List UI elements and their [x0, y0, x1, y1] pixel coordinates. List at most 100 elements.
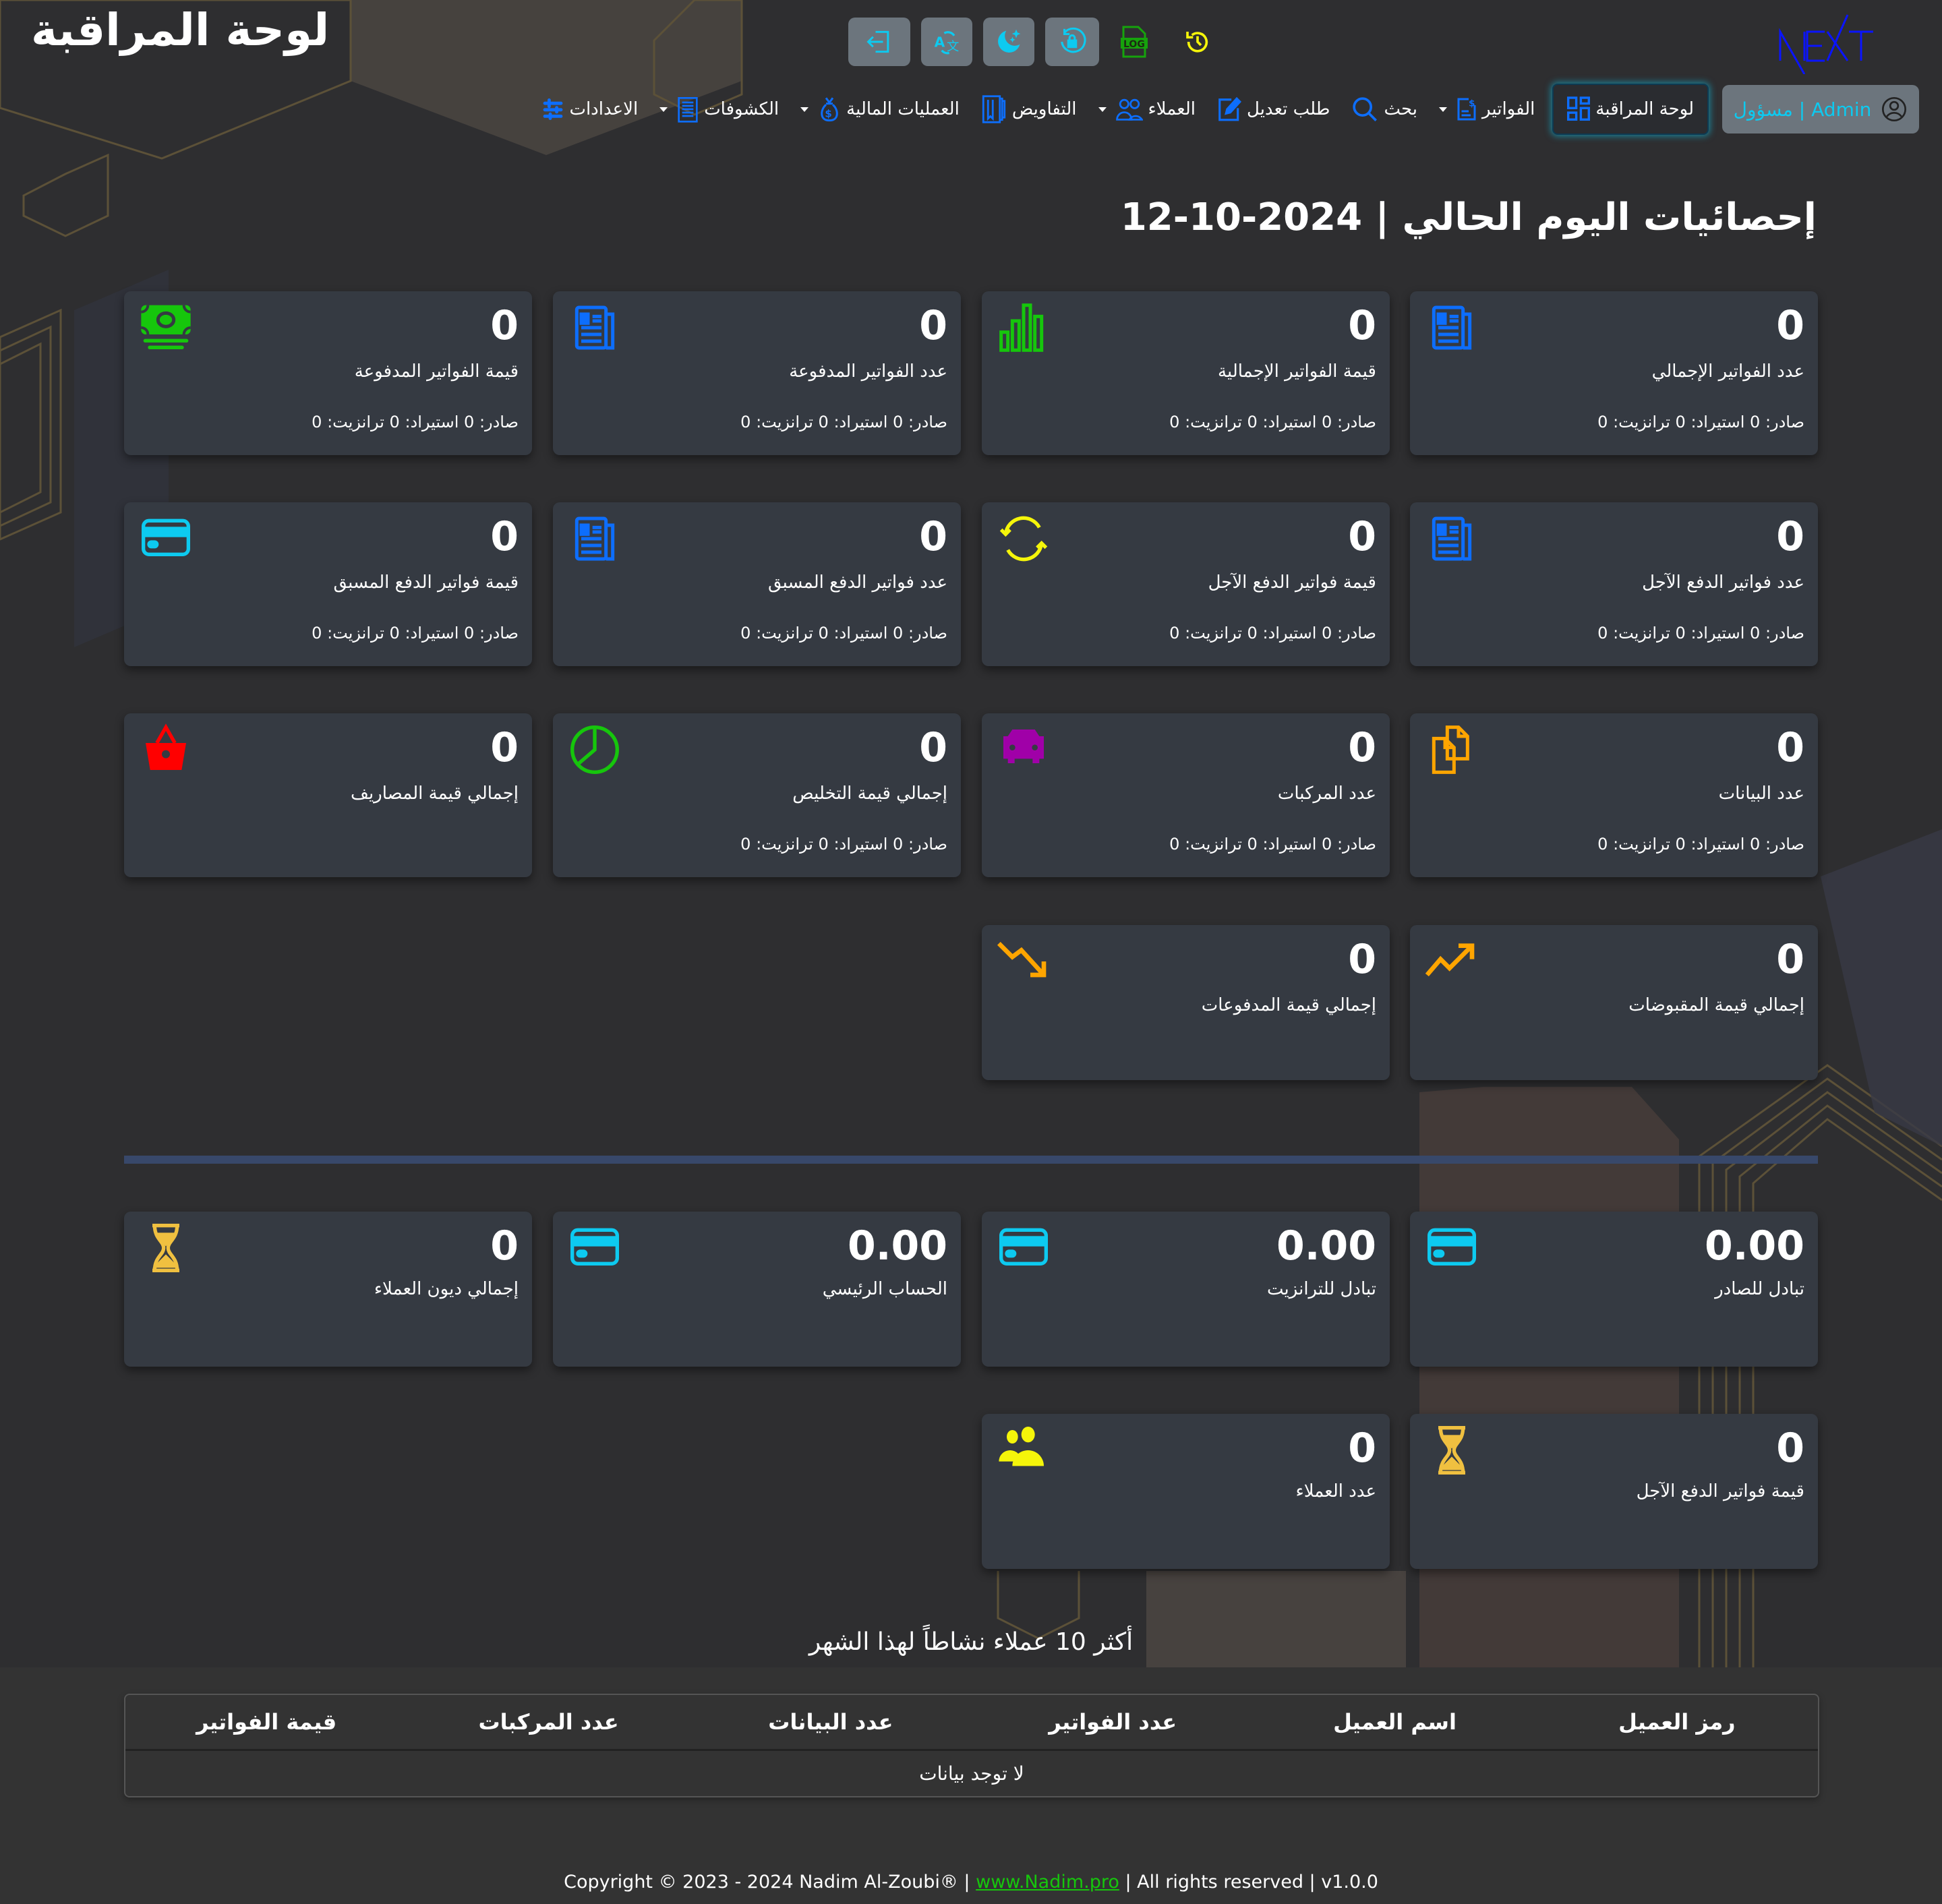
- hourglass-icon: [152, 1224, 179, 1272]
- invoice-icon: $: [1457, 98, 1476, 121]
- log-button[interactable]: LOG: [1115, 23, 1153, 61]
- lock-refresh-button[interactable]: [1045, 18, 1099, 66]
- account-card-export-exchange: 0.00 تبادل للصادر: [1410, 1212, 1818, 1367]
- svg-text:$: $: [1469, 98, 1475, 109]
- page-title: إحصائيات اليوم الحالي | 2024-10-12: [1120, 196, 1817, 239]
- newspaper-icon: [1432, 305, 1472, 350]
- money-bag-icon: $: [821, 97, 838, 122]
- nav-item-search[interactable]: بحث: [1341, 85, 1428, 133]
- stat-card-prepaid-invoice-value: 0 قيمة فواتير الدفع المسبق صادر: 0 استير…: [124, 502, 532, 666]
- footer-rights: | All rights reserved | v1.0.0: [1119, 1872, 1378, 1893]
- stat-card-payments-total: 0 إجمالي قيمة المدفوعات: [982, 925, 1390, 1080]
- stat-card-paid-invoice-value: 0 قيمة الفواتير المدفوعة صادر: 0 استيراد…: [124, 291, 532, 455]
- credit-card-icon: [999, 1228, 1048, 1266]
- account-card-deferred-invoice-value: 0 قيمة فواتير الدفع الآجل: [1410, 1414, 1818, 1569]
- account-card-transit-exchange: 0.00 تبادل للترانزيت: [982, 1212, 1390, 1367]
- credit-card-icon: [570, 1228, 619, 1266]
- bar-chart-icon: [999, 303, 1044, 352]
- nav-item-edit-request[interactable]: طلب تعديل: [1206, 85, 1341, 133]
- history-button[interactable]: [1179, 23, 1216, 61]
- dashboard-icon: [1567, 96, 1591, 121]
- newspaper-icon: [575, 516, 615, 561]
- hourglass-icon: [1438, 1426, 1465, 1475]
- user-menu-button[interactable]: Admin | مسؤول: [1722, 85, 1919, 133]
- people-icon: [999, 1427, 1044, 1466]
- logout-button[interactable]: [848, 18, 910, 66]
- footer-website-link[interactable]: www.Nadim.pro: [976, 1872, 1119, 1893]
- column-header-vehicle-count[interactable]: عدد المركبات: [478, 1709, 619, 1735]
- history-icon: [1186, 32, 1208, 53]
- user-name: Admin | مسؤول: [1733, 98, 1872, 121]
- authorization-icon: [982, 95, 1005, 123]
- column-header-declaration-count[interactable]: عدد البيانات: [768, 1709, 893, 1735]
- stat-card-prepaid-invoice-count: 0 عدد فواتير الدفع المسبق صادر: 0 استيرا…: [553, 502, 961, 666]
- dropdown-caret-icon: [800, 107, 809, 112]
- stat-card-vehicle-count: 0 عدد المركبات صادر: 0 استيراد: 0 ترانزي…: [982, 713, 1390, 877]
- stat-card-deferred-invoice-value: 0 قيمة فواتير الدفع الآجل صادر: 0 استيرا…: [982, 502, 1390, 666]
- column-header-customer-name[interactable]: اسم العميل: [1333, 1709, 1456, 1735]
- column-header-invoice-count[interactable]: عدد الفواتير: [1049, 1709, 1177, 1735]
- footer-copyright: Copyright © 2023 - 2024 Nadim Al-Zoubi® …: [564, 1872, 976, 1893]
- newspaper-icon: [575, 305, 615, 350]
- column-header-customer-code[interactable]: رمز العميل: [1618, 1709, 1736, 1735]
- nav-item-settings[interactable]: الاعدادات: [531, 85, 649, 133]
- table-header-row: رمز العميل اسم العميل عدد الفواتير عدد ا…: [125, 1695, 1818, 1751]
- credit-card-icon: [1428, 1228, 1476, 1266]
- nav-item-statements[interactable]: الكشوفات: [649, 85, 790, 133]
- stat-card-receipts-total: 0 إجمالي قيمة المقبوضات: [1410, 925, 1818, 1080]
- refresh-icon: [999, 516, 1048, 562]
- trend-up-icon: [1425, 943, 1475, 977]
- dropdown-caret-icon: [1439, 107, 1448, 112]
- pie-chart-icon: [570, 725, 619, 774]
- stat-card-declaration-count: 0 عدد البيانات صادر: 0 استيراد: 0 ترانزي…: [1410, 713, 1818, 877]
- dropdown-caret-icon: [1098, 107, 1107, 112]
- dark-mode-button[interactable]: [983, 18, 1034, 66]
- statements-icon: [678, 97, 698, 123]
- customers-icon: [1115, 98, 1143, 121]
- svg-text:文: 文: [947, 40, 959, 54]
- nav-item-customers[interactable]: العملاء: [1088, 85, 1206, 133]
- top-customers-table: رمز العميل اسم العميل عدد الفواتير عدد ا…: [124, 1694, 1819, 1797]
- app-title: لوحة المراقبة: [31, 4, 330, 56]
- nav-item-authorizations[interactable]: التفاويض: [970, 85, 1088, 133]
- logout-icon: [866, 30, 889, 53]
- account-card-main-account: 0.00 الحساب الرئيسي: [553, 1212, 961, 1367]
- credit-card-icon: [142, 518, 190, 556]
- main-nav: Admin | مسؤول لوحة المراقبة الفواتير $ ب…: [531, 84, 1919, 135]
- dark-mode-icon: [998, 29, 1021, 53]
- search-icon: [1353, 97, 1378, 121]
- edit-icon: [1218, 96, 1241, 121]
- stat-card-paid-invoice-count: 0 عدد الفواتير المدفوعة صادر: 0 استيراد:…: [553, 291, 961, 455]
- car-icon: [1003, 730, 1044, 763]
- nav-item-dashboard[interactable]: لوحة المراقبة: [1552, 84, 1709, 135]
- nav-item-financial-operations[interactable]: العمليات المالية $: [790, 85, 970, 133]
- lock-refresh-icon: [1061, 27, 1086, 53]
- column-header-invoice-value[interactable]: قيمة الفواتير: [196, 1709, 337, 1735]
- stat-card-total-invoice-value: 0 قيمة الفواتير الإجمالية صادر: 0 استيرا…: [982, 291, 1390, 455]
- stat-card-deferred-invoice-count: 0 عدد فواتير الدفع الآجل صادر: 0 استيراد…: [1410, 502, 1818, 666]
- stat-card-expenses-total: 0 إجمالي قيمة المصاريف: [124, 713, 532, 877]
- svg-text:LOG: LOG: [1123, 39, 1145, 50]
- settings-icon: [543, 98, 563, 120]
- cash-icon: [141, 305, 191, 349]
- footer: Copyright © 2023 - 2024 Nadim Al-Zoubi® …: [0, 1872, 1942, 1893]
- svg-text:A: A: [935, 34, 945, 50]
- trend-down-icon: [997, 941, 1047, 978]
- account-card-customer-count: 0 عدد العملاء: [982, 1414, 1390, 1569]
- account-card-customer-debts: 0 إجمالي ديون العملاء: [124, 1212, 532, 1367]
- log-file-icon: LOG: [1121, 26, 1148, 58]
- nav-item-invoices[interactable]: الفواتير $: [1428, 85, 1546, 133]
- stat-card-clearance-total: 0 إجمالي قيمة التخليص صادر: 0 استيراد: 0…: [553, 713, 961, 877]
- table-empty-row: لا توجد بيانات: [919, 1762, 1024, 1785]
- svg-text:$: $: [825, 108, 831, 120]
- section-divider: [124, 1156, 1818, 1164]
- basket-icon: [146, 723, 186, 770]
- stat-card-total-invoice-count: 0 عدد الفواتير الإجمالي صادر: 0 استيراد:…: [1410, 291, 1818, 455]
- user-circle-icon: [1882, 97, 1907, 121]
- dropdown-caret-icon: [659, 107, 668, 112]
- top-customers-title: أكثر 10 عملاء نشاطاً لهذا الشهر: [808, 1628, 1134, 1656]
- next-logo: [1777, 7, 1879, 75]
- newspaper-icon: [1432, 516, 1472, 561]
